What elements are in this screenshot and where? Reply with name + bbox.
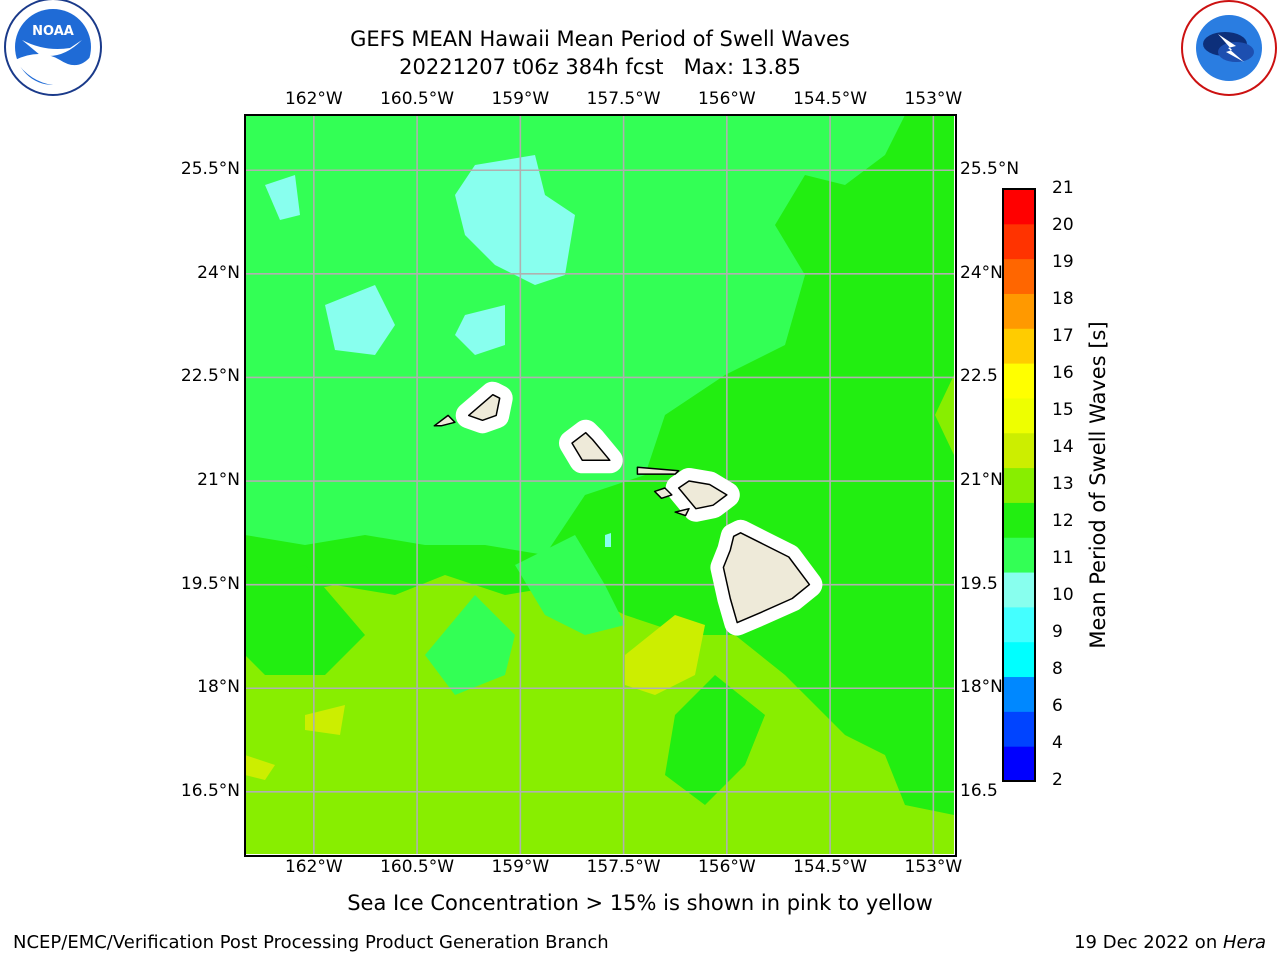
colorbar-segment [1003, 676, 1035, 712]
field-10-11 [245, 115, 905, 555]
footer-host: Hera [1222, 932, 1266, 953]
lon-tick-bottom: 154.5°W [793, 857, 868, 877]
lat-tick-right: 24°N [960, 262, 1003, 283]
colorbar-tick-label: 21 [1052, 178, 1074, 198]
lanai-island [653, 487, 673, 500]
lon-tick-top: 162°W [284, 89, 343, 109]
colorbar-segment [1003, 189, 1035, 225]
lon-tick-bottom: 159°W [491, 857, 550, 877]
field-9-10-e [605, 533, 611, 547]
footer-branch: NCEP/EMC/Verification Post Processing Pr… [13, 932, 609, 953]
field-11-12-patch [665, 675, 765, 805]
lon-tick-top: 154.5°W [793, 89, 868, 109]
colorbar-segment [1003, 502, 1035, 538]
field-9-10-a [455, 155, 575, 285]
lon-tick-bottom: 157.5°W [586, 857, 661, 877]
colorbar-segment [1003, 397, 1035, 434]
colorbar-segment [1003, 432, 1035, 469]
lat-tick-right: 25.5°N [960, 159, 1020, 180]
colorbar-segment [1003, 328, 1035, 364]
colorbar-tick-label: 17 [1052, 326, 1074, 346]
lat-tick-left: 25.5°N [180, 159, 240, 180]
colorbar [1002, 188, 1036, 782]
footer-date-text: 19 Dec 2022 on [1074, 932, 1223, 953]
colorbar-tick-label: 8 [1052, 659, 1063, 679]
colorbar-segment [1003, 641, 1035, 678]
colorbar-segment [1003, 746, 1035, 782]
colorbar-tick-label: 2 [1052, 770, 1063, 790]
colorbar-segment [1003, 606, 1035, 643]
colorbar-tick-label: 20 [1052, 215, 1074, 235]
oahu-island [571, 431, 611, 462]
colorbar-tick-label: 9 [1052, 622, 1063, 642]
chart-subtitle: 20221207 t06z 384h fcst Max: 13.85 [399, 55, 801, 79]
field-9-10-c [455, 305, 505, 355]
sea-ice-note: Sea Ice Concentration > 15% is shown in … [347, 891, 933, 915]
swell-period-map [245, 115, 954, 854]
lat-tick-right: 18°N [960, 677, 1003, 698]
hawaii-island [722, 532, 811, 624]
colorbar-tick-label: 4 [1052, 733, 1063, 753]
colorbar-tick-label: 16 [1052, 363, 1074, 383]
lat-tick-left: 24°N [197, 262, 240, 283]
colorbar-tick-label: 15 [1052, 400, 1074, 420]
noaa-logo-icon: NOAA [4, 0, 102, 96]
colorbar-segment [1003, 537, 1035, 573]
field-10-11-south [425, 595, 515, 695]
colorbar-tick-label: 6 [1052, 696, 1063, 716]
field-13-14-b [305, 705, 345, 735]
colorbar-segment [1003, 258, 1035, 294]
noaa-logo-text: NOAA [32, 24, 74, 39]
lat-tick-left: 22.5°N [180, 366, 240, 387]
colorbar-segment [1003, 572, 1035, 608]
field-9-10-b [325, 285, 395, 355]
colorbar-tick-label: 19 [1052, 252, 1074, 272]
colorbar-tick-label: 11 [1052, 548, 1074, 568]
colorbar-segment [1003, 363, 1035, 399]
lon-tick-top: 160.5°W [380, 89, 455, 109]
colorbar-tick-label: 18 [1052, 289, 1074, 309]
chart-title: GEFS MEAN Hawaii Mean Period of Swell Wa… [350, 27, 850, 51]
lon-tick-top: 153°W [904, 89, 963, 109]
field-9-10-d [265, 175, 300, 220]
field-13-14-c [245, 755, 275, 780]
field-13-14-a [625, 615, 705, 695]
lat-tick-right: 19.5 [960, 573, 998, 594]
lat-tick-left: 16.5°N [180, 780, 240, 801]
molokai-island [636, 466, 680, 475]
lon-tick-bottom: 153°W [904, 857, 963, 877]
colorbar-segment [1003, 223, 1035, 260]
maui-island [677, 480, 728, 510]
lat-tick-right: 16.5 [960, 780, 998, 801]
colorbar-tick-label: 13 [1052, 474, 1074, 494]
lon-tick-top: 156°W [697, 89, 756, 109]
niihau-island [433, 414, 456, 427]
colorbar-segment [1003, 467, 1035, 503]
colorbar-segment [1003, 293, 1035, 329]
footer-date: 19 Dec 2022 on Hera [1074, 932, 1266, 953]
colorbar-tick-label: 10 [1052, 585, 1074, 605]
lat-tick-right: 21°N [960, 470, 1003, 491]
colorbar-segment [1003, 711, 1035, 747]
colorbar-label: Mean Period of Swell Waves [s] [1086, 321, 1110, 649]
lat-tick-right: 22.5 [960, 366, 998, 387]
graticule [245, 115, 954, 854]
lon-tick-bottom: 162°W [284, 857, 343, 877]
colorbar-tick-label: 12 [1052, 511, 1074, 531]
colorbar-tick-label: 14 [1052, 437, 1074, 457]
field-11-12-west [245, 565, 365, 675]
kauai-island [467, 393, 501, 422]
lon-tick-top: 157.5°W [586, 89, 661, 109]
lat-tick-left: 19.5°N [180, 573, 240, 594]
lon-tick-top: 159°W [491, 89, 550, 109]
kahoolawe-island [674, 507, 690, 517]
nws-logo-icon [1181, 0, 1277, 96]
lon-tick-bottom: 156°W [697, 857, 756, 877]
lat-tick-left: 18°N [197, 677, 240, 698]
lon-tick-bottom: 160.5°W [380, 857, 455, 877]
lat-tick-left: 21°N [197, 470, 240, 491]
